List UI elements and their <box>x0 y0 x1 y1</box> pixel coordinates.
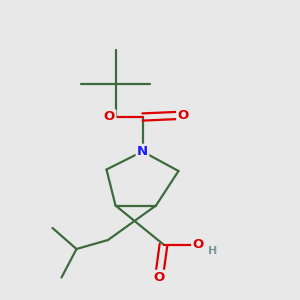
Text: H: H <box>208 245 217 256</box>
Text: N: N <box>137 145 148 158</box>
Text: O: O <box>153 271 165 284</box>
Text: O: O <box>177 109 189 122</box>
Text: O: O <box>192 238 204 251</box>
Text: O: O <box>104 110 115 124</box>
